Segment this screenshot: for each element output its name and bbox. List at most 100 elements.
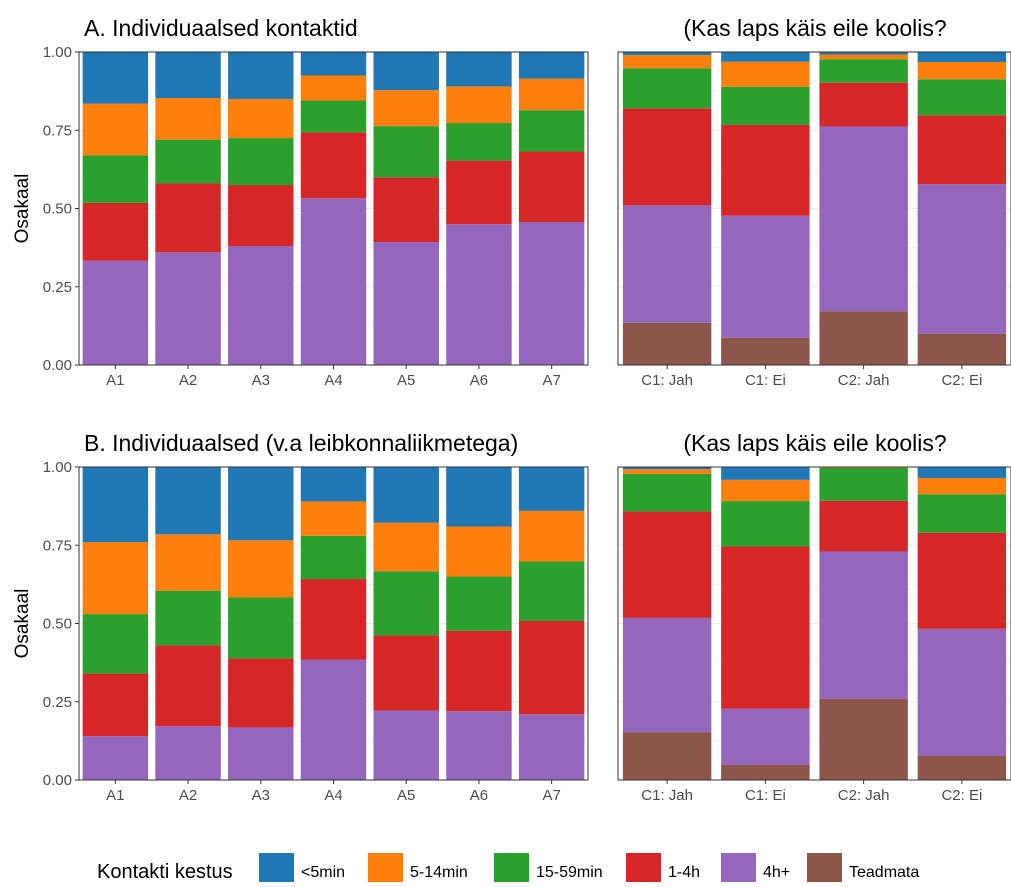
bars: [82, 467, 585, 780]
bar-segment-a3-514min: [228, 98, 294, 139]
y-tick-label: 0.25: [43, 279, 72, 296]
bar-segment-c1-ei-5min: [721, 467, 810, 480]
bar-segment-c2-jah-teadmata: [819, 311, 908, 365]
x-tick-label: A5: [397, 372, 415, 389]
legend-label: <5min: [301, 864, 345, 881]
bar-segment-c2-ei-14h: [917, 532, 1007, 629]
x-tick-label: A1: [106, 787, 124, 804]
y-axis-label: Osakaal: [12, 589, 33, 659]
bar-segment-c2-jah-5min: [819, 52, 908, 55]
bar-segment-c2-ei-1559min: [917, 494, 1007, 533]
bars: [622, 467, 1007, 780]
y-tick-label: 0.00: [43, 772, 72, 789]
bar-segment-c2-ei-14h: [917, 115, 1007, 185]
bar-segment-a3-5min: [228, 467, 294, 541]
legend-swatch-4h: [721, 853, 756, 887]
bar-segment-c1-ei-1559min: [721, 86, 810, 125]
legend-label: 1-4h: [668, 864, 700, 881]
bar-segment-c2-ei-4h: [917, 628, 1007, 756]
panel-4: C1: Jah C1: Ei C2: Jah C2: Ei (Kas laps käis…: [617, 430, 1011, 804]
panel-title: A. Individuaalsed kontaktid: [84, 15, 358, 41]
bar-segment-a2-1559min: [155, 590, 221, 646]
panel-title: (Kas laps käis eile koolis?: [683, 430, 946, 456]
bar-segment-a6-14h: [446, 630, 512, 712]
bar-segment-c2-ei-teadmata: [917, 755, 1007, 780]
bar-segment-a1-514min: [82, 103, 149, 156]
x-tick-label: A1: [106, 372, 124, 389]
legend-swatch-1559min: [494, 853, 529, 887]
bar-segment-c1-jah-4h: [622, 617, 712, 733]
bar-segment-a5-14h: [373, 177, 439, 242]
bar-segment-a2-14h: [155, 183, 221, 253]
bar-segment-a7-14h: [518, 620, 585, 715]
bar-segment-a6-1559min: [446, 576, 512, 631]
bar-segment-a5-1559min: [373, 571, 439, 636]
legend-label: 4h+: [763, 864, 790, 881]
bar-segment-c1-ei-514min: [721, 61, 810, 87]
bar-segment-a2-4h: [155, 252, 221, 365]
bar-segment-a3-1559min: [228, 597, 294, 659]
bar-segment-a1-14h: [82, 202, 149, 261]
panel-3: A1 A2 A3 A4 A5 A6 A7 0.00 0.25 0.50 0.75 1.00 Osakaa…: [12, 430, 589, 804]
bar-segment-a4-14h: [300, 579, 367, 660]
x-tick-label: A7: [542, 372, 560, 389]
x-tick-label: C2: Jah: [838, 787, 890, 804]
legend: Kontakti kestus <5min 5-14min 15-59min 1-4h 4…: [97, 853, 919, 887]
bar-segment-c1-jah-514min: [622, 55, 712, 69]
bar-segment-c2-ei-4h: [917, 184, 1007, 334]
bar-segment-a6-1559min: [446, 123, 512, 161]
bar-segment-a3-14h: [228, 658, 294, 728]
y-tick-label: 0.75: [43, 537, 72, 554]
bar-segment-c2-jah-514min: [819, 54, 908, 60]
bar-segment-a2-514min: [155, 98, 221, 140]
bars: [622, 52, 1007, 365]
bar-segment-c2-ei-teadmata: [917, 333, 1007, 365]
bar-segment-a2-4h: [155, 726, 221, 780]
bar-segment-a4-1559min: [300, 100, 367, 133]
bars: [82, 52, 585, 365]
bar-segment-a1-5min: [82, 52, 149, 104]
bar-segment-a7-4h: [518, 714, 585, 780]
bar-segment-a7-5min: [518, 467, 585, 511]
bar-segment-a7-1559min: [518, 110, 585, 152]
panel-title: (Kas laps käis eile koolis?: [683, 15, 946, 41]
bar-segment-c1-ei-514min: [721, 479, 810, 502]
x-tick-label: C2: Ei: [941, 372, 982, 389]
bar-segment-c2-jah-4h: [819, 126, 908, 312]
bar-segment-a4-4h: [300, 659, 367, 780]
bar-segment-a7-14h: [518, 151, 585, 222]
bar-segment-c1-jah-14h: [622, 108, 712, 206]
x-tick-label: A2: [179, 372, 197, 389]
bar-segment-a6-14h: [446, 160, 512, 225]
bar-segment-a5-4h: [373, 241, 439, 365]
bar-segment-c1-ei-1559min: [721, 501, 810, 547]
bar-segment-a4-14h: [300, 132, 367, 199]
bar-segment-a4-514min: [300, 75, 367, 101]
bar-segment-c1-jah-1559min: [622, 473, 712, 512]
x-tick-label: A4: [324, 372, 342, 389]
x-tick-label: C1: Ei: [745, 787, 786, 804]
x-tick-label: A3: [252, 787, 270, 804]
bar-segment-c2-ei-1559min: [917, 79, 1007, 116]
legend-label: 5-14min: [410, 864, 468, 881]
panel-border: [617, 466, 1011, 781]
bar-segment-c1-jah-14h: [622, 511, 712, 618]
bar-segment-c2-jah-14h: [819, 82, 908, 127]
legend-label: 15-59min: [536, 864, 603, 881]
bar-segment-a5-1559min: [373, 126, 439, 178]
bar-segment-a7-4h: [518, 221, 585, 365]
bar-segment-a3-4h: [228, 246, 294, 365]
x-tick-label: C1: Jah: [641, 787, 693, 804]
bar-segment-c1-ei-4h: [721, 215, 810, 338]
x-tick-label: C1: Jah: [641, 372, 693, 389]
x-tick-label: A3: [252, 372, 270, 389]
bar-segment-c2-ei-5min: [917, 467, 1007, 478]
y-tick-label: 0.75: [43, 122, 72, 139]
x-tick-label: A6: [470, 787, 488, 804]
bar-segment-a7-1559min: [518, 561, 585, 621]
bar-segment-a6-4h: [446, 711, 512, 780]
bar-segment-a1-1559min: [82, 614, 149, 674]
panel-2: C1: Jah C1: Ei C2: Jah C2: Ei (Kas laps käis…: [617, 15, 1011, 389]
